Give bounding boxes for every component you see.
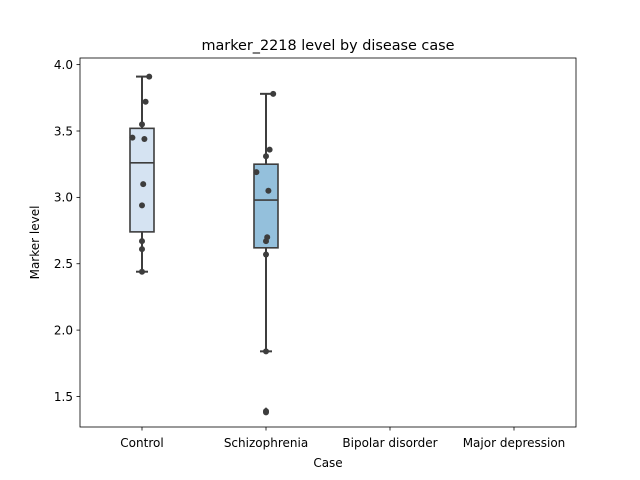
- x-tick-label: Bipolar disorder: [342, 436, 437, 450]
- y-tick-label: 4.0: [54, 58, 73, 72]
- data-point: [253, 169, 260, 176]
- data-point: [139, 238, 145, 245]
- data-point: [142, 98, 149, 105]
- data-point: [263, 409, 269, 416]
- y-tick-label: 2.0: [54, 323, 73, 337]
- data-point: [141, 135, 148, 142]
- data-point: [140, 181, 147, 188]
- data-point: [139, 202, 145, 209]
- y-tick-label: 2.5: [54, 257, 73, 271]
- data-point: [263, 251, 269, 258]
- axes-frame: [79, 57, 577, 428]
- box-schizophrenia: [253, 90, 279, 416]
- x-tick-label: Control: [120, 436, 163, 450]
- plot-layer: [129, 73, 279, 416]
- y-axis-label: Marker level: [28, 206, 42, 280]
- chart-title: marker_2218 level by disease case: [201, 38, 454, 54]
- x-tick-label: Major depression: [463, 436, 566, 450]
- data-point: [270, 90, 277, 97]
- x-tick-label: Schizophrenia: [224, 436, 308, 450]
- data-point: [263, 348, 269, 355]
- x-axis: Control Schizophrenia Bipolar disorder Majo…: [120, 427, 565, 450]
- y-tick-label: 1.5: [54, 390, 73, 404]
- data-point: [263, 238, 269, 245]
- y-axis: 1.5 2.0 2.5 3.0 3.5 4.0: [54, 58, 80, 404]
- y-tick-label: 3.0: [54, 191, 73, 205]
- data-point: [263, 153, 269, 160]
- data-point: [139, 268, 145, 275]
- data-point: [139, 121, 145, 128]
- x-axis-label: Case: [313, 456, 342, 470]
- y-tick-label: 3.5: [54, 124, 73, 138]
- box-control: [129, 73, 155, 275]
- box-body: [253, 163, 279, 249]
- data-point: [146, 73, 153, 80]
- data-point: [139, 246, 145, 253]
- box-body: [129, 127, 155, 233]
- data-point: [265, 187, 272, 194]
- data-point: [129, 134, 136, 141]
- data-point: [266, 146, 273, 153]
